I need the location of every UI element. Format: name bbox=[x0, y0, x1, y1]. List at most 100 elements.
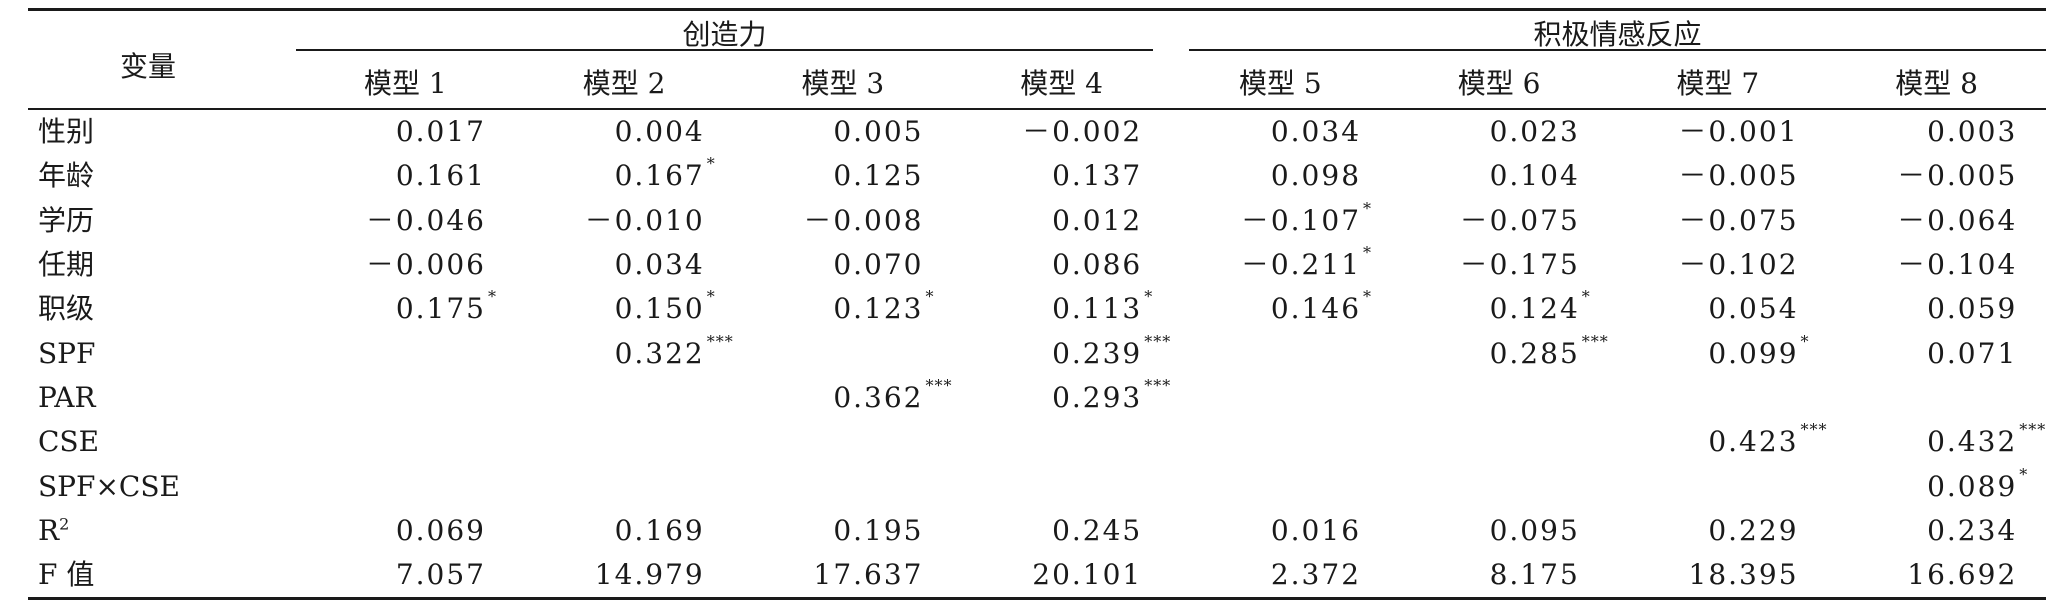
row-variable-text: CSE bbox=[38, 425, 100, 459]
coefficient-value: 14.979 bbox=[594, 558, 705, 592]
cell-content: －0.075 bbox=[1390, 206, 1580, 235]
cell-content: 20.101 bbox=[952, 561, 1142, 589]
table-cell: －0.046 bbox=[296, 199, 515, 243]
row-variable-label: CSE bbox=[28, 420, 296, 464]
cell-content bbox=[1171, 384, 1361, 412]
coefficient-value: 0.003 bbox=[1927, 115, 2018, 149]
cell-content bbox=[734, 340, 924, 368]
table-row: 任期 －0.006 0.034 0.070 0.086 －0.211 * －0.175 －0.1… bbox=[28, 243, 2046, 287]
cell-content bbox=[1390, 428, 1580, 456]
coefficient-value: 0.234 bbox=[1927, 513, 2018, 547]
table-cell: －0.008 bbox=[734, 199, 953, 243]
group-header-positive-affect-label: 积极情感反应 bbox=[1189, 20, 2047, 51]
table-cell bbox=[296, 420, 515, 464]
cell-content: －0.075 bbox=[1609, 203, 1799, 237]
table-cell: －0.102 bbox=[1609, 243, 1828, 287]
cell-content: －0.104 bbox=[1827, 251, 2017, 279]
table-cell: 0.322 *** bbox=[515, 331, 734, 375]
model-header: 模型 3 bbox=[801, 67, 885, 100]
table-cell: －0.010 bbox=[515, 199, 734, 243]
coefficient-value: －0.064 bbox=[1897, 203, 2018, 237]
cell-content bbox=[734, 473, 924, 501]
cell-content: 0.003 bbox=[1827, 118, 2017, 146]
significance-marker: * bbox=[1363, 198, 1373, 218]
table-cell: 0.423 *** bbox=[1609, 420, 1828, 464]
table-row: F 值 7.057 14.979 17.637 20.101 2.372 8.175 18.3… bbox=[28, 553, 2047, 599]
cell-content: 0.146 * bbox=[1171, 289, 1371, 323]
table-cell: －0.064 bbox=[1827, 199, 2046, 243]
model-header: 模型 6 bbox=[1457, 67, 1541, 100]
table-cell: 0.432 *** bbox=[1827, 420, 2046, 464]
coefficient-value: 20.101 bbox=[1032, 558, 1143, 592]
row-variable-text: SPF bbox=[38, 336, 96, 370]
table-cell: 0.005 bbox=[733, 107, 953, 155]
table-body: 性别 0.017 0.004 0.005 －0.002 0.034 0.023 －0.001 0… bbox=[28, 107, 2047, 599]
table-cell: －0.075 bbox=[1390, 199, 1609, 243]
table-cell: 0.054 bbox=[1609, 287, 1828, 331]
table-cell: 0.104 bbox=[1390, 154, 1609, 198]
table-cell: 0.003 bbox=[1827, 107, 2047, 155]
table-row: R2 0.069 0.169 0.195 0.245 0.016 0.095 0.229 0.2… bbox=[28, 509, 2046, 553]
row-variable-text: 学历 bbox=[38, 203, 95, 237]
cell-content: 0.099 * bbox=[1609, 333, 1808, 370]
coefficient-value: 0.285 bbox=[1489, 336, 1580, 370]
cell-content bbox=[1390, 384, 1580, 412]
cell-content: 18.395 bbox=[1609, 561, 1799, 589]
cell-content bbox=[515, 428, 705, 456]
coefficient-value: 0.175 bbox=[395, 292, 486, 326]
table-cell: 0.293 *** bbox=[952, 376, 1171, 420]
cell-content: 0.098 bbox=[1171, 162, 1361, 190]
row-variable-label: 性别 bbox=[28, 107, 296, 155]
cell-content: 0.059 bbox=[1827, 295, 2017, 323]
significance-marker: * bbox=[1800, 331, 1810, 351]
coefficient-value: 0.069 bbox=[395, 513, 486, 547]
cell-content: 0.023 bbox=[1390, 118, 1580, 146]
row-variable-label: PAR bbox=[28, 376, 296, 420]
cell-content bbox=[296, 473, 486, 501]
significance-marker: *** bbox=[2019, 420, 2047, 440]
cell-content bbox=[952, 428, 1142, 456]
coefficient-value: 0.099 bbox=[1708, 336, 1799, 370]
row-variable-text: R bbox=[38, 513, 60, 547]
table-cell: 0.229 bbox=[1609, 509, 1828, 553]
coefficient-value: －0.001 bbox=[1678, 115, 1799, 149]
cell-content: 0.054 bbox=[1609, 295, 1799, 323]
cell-content: －0.002 bbox=[952, 118, 1142, 146]
table-cell: －0.104 bbox=[1827, 243, 2046, 287]
table-cell: －0.005 bbox=[1827, 154, 2046, 198]
coefficient-value: －0.075 bbox=[1678, 203, 1799, 237]
table-cell bbox=[1609, 376, 1828, 420]
table-cell bbox=[734, 331, 953, 375]
table-cell: 0.113 * bbox=[952, 287, 1171, 331]
coefficient-value: －0.010 bbox=[584, 203, 705, 237]
table-cell: 0.239 *** bbox=[952, 331, 1171, 375]
coefficient-value: 0.423 bbox=[1708, 425, 1799, 459]
table-cell: －0.211 * bbox=[1171, 243, 1390, 287]
row-variable-label: 年龄 bbox=[28, 154, 296, 198]
table-cell: 0.059 bbox=[1827, 287, 2046, 331]
coefficient-value: 0.432 bbox=[1927, 425, 2018, 459]
coefficient-value: －0.175 bbox=[1459, 248, 1580, 282]
table-cell: 0.150 * bbox=[515, 287, 734, 331]
table-cell: 0.123 * bbox=[734, 287, 953, 331]
cell-content: 16.692 bbox=[1827, 561, 2017, 589]
cell-content bbox=[1171, 428, 1361, 456]
table-cell: 0.086 bbox=[952, 243, 1171, 287]
coefficient-value: －0.006 bbox=[365, 248, 486, 282]
coefficient-value: 8.175 bbox=[1489, 558, 1580, 592]
cell-content: 0.322 *** bbox=[515, 333, 733, 370]
cell-content bbox=[1609, 473, 1799, 501]
row-variable-label: 职级 bbox=[28, 287, 296, 331]
row-variable-label: F 值 bbox=[28, 553, 296, 599]
table-cell: 0.146 * bbox=[1171, 287, 1390, 331]
table-cell: 0.069 bbox=[296, 509, 515, 553]
coefficient-value: 0.089 bbox=[1927, 469, 2018, 503]
table-cell: 0.245 bbox=[952, 509, 1171, 553]
variable-column-header: 变量 bbox=[120, 49, 177, 83]
coefficient-value: 0.322 bbox=[614, 336, 705, 370]
coefficient-value: 0.004 bbox=[614, 115, 705, 149]
coefficient-value: 0.104 bbox=[1489, 159, 1580, 193]
coefficient-value: 0.005 bbox=[833, 115, 924, 149]
coefficient-value: 0.161 bbox=[395, 159, 486, 193]
table-cell: 8.175 bbox=[1390, 553, 1609, 599]
